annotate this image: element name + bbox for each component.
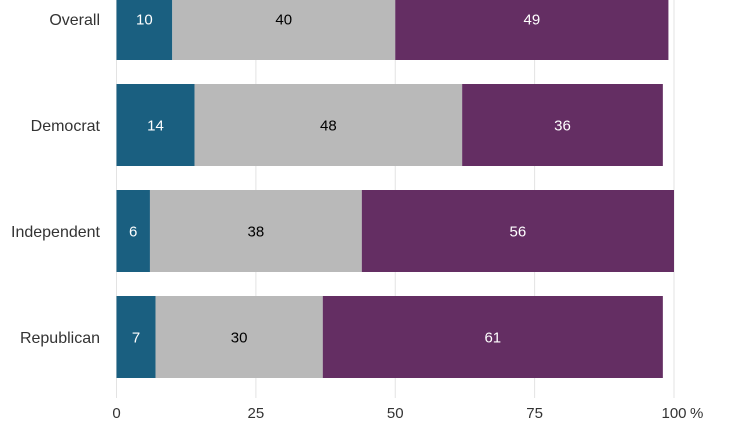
data-label-overall-segment-1: 10 — [136, 12, 153, 29]
x-axis-ticks: 0 25 50 75 100% — [112, 405, 703, 422]
x-tick-label-0: 0 — [112, 405, 120, 422]
data-labels: 10 40 49 14 48 36 6 38 56 7 30 61 — [129, 12, 571, 347]
bar-overall-segment-2 — [172, 0, 396, 60]
bar-republican-segment-2 — [155, 296, 323, 378]
data-label-republican-segment-3: 61 — [484, 330, 501, 347]
data-label-overall-segment-2: 40 — [275, 12, 292, 29]
data-label-overall-segment-3: 49 — [523, 12, 540, 29]
data-label-republican-segment-1: 7 — [132, 330, 140, 347]
bar-democrat-segment-1 — [116, 84, 195, 166]
category-label-overall: Overall — [49, 12, 100, 29]
data-label-independent-segment-3: 56 — [510, 224, 527, 241]
bar-independent-segment-2 — [149, 190, 362, 272]
category-label-independent: Independent — [11, 224, 101, 241]
category-label-republican: Republican — [20, 330, 100, 347]
bar-overall-segment-1 — [116, 0, 173, 60]
data-label-independent-segment-1: 6 — [129, 224, 137, 241]
x-tick-label-75: 75 — [526, 405, 543, 422]
data-label-republican-segment-2: 30 — [231, 330, 248, 347]
data-label-democrat-segment-2: 48 — [320, 118, 337, 135]
bar-republican-segment-1 — [116, 296, 156, 378]
bar-overall-segment-3 — [395, 0, 669, 60]
category-labels: Overall Democrat Independent Republican — [11, 12, 101, 347]
bar-democrat-segment-2 — [194, 84, 463, 166]
data-label-independent-segment-2: 38 — [248, 224, 265, 241]
x-tick-label-100: 100 — [661, 405, 686, 422]
bar-independent-segment-1 — [116, 190, 150, 272]
x-tick-label-25: 25 — [248, 405, 265, 422]
data-label-democrat-segment-3: 36 — [554, 118, 571, 135]
bars — [116, 0, 674, 378]
x-axis-unit-label: % — [690, 405, 703, 422]
x-tick-label-50: 50 — [387, 405, 404, 422]
category-label-democrat: Democrat — [31, 118, 101, 135]
bar-republican-segment-3 — [322, 296, 663, 378]
bar-independent-segment-3 — [361, 190, 674, 272]
data-label-democrat-segment-1: 14 — [147, 118, 164, 135]
bar-democrat-segment-3 — [462, 84, 663, 166]
